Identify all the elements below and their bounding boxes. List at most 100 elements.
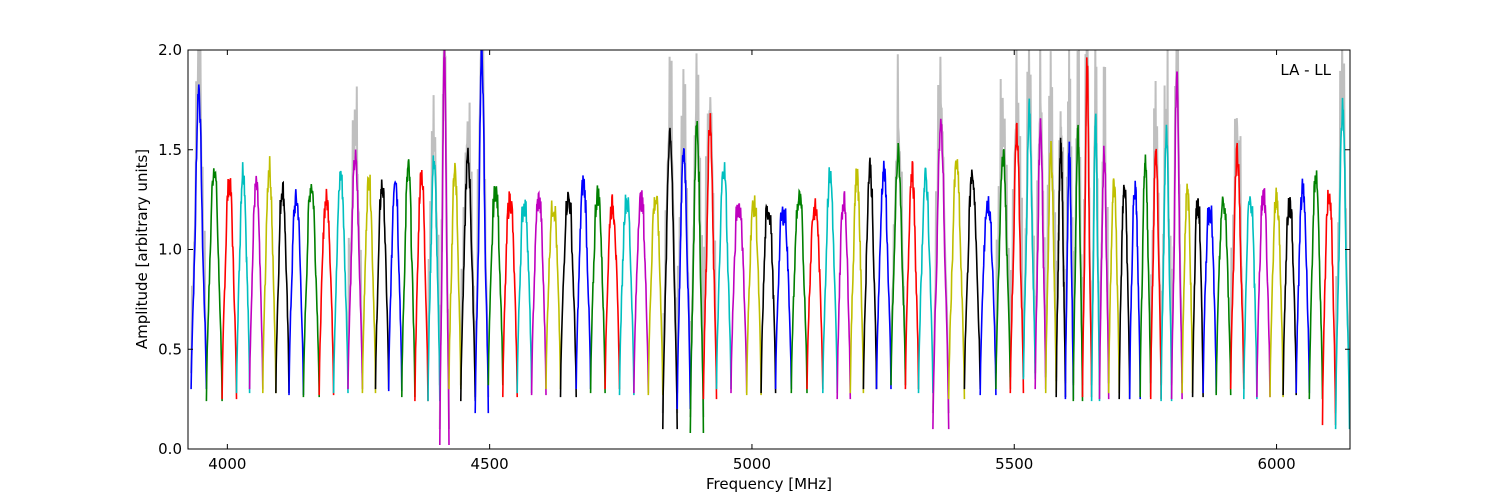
band-trace [1321, 189, 1337, 426]
uncorrected-trace [702, 97, 718, 384]
band-trace [221, 178, 238, 400]
band-trace [774, 206, 793, 390]
band-trace [932, 118, 950, 430]
band-trace [1215, 196, 1232, 396]
uncorrected-trace [459, 102, 477, 386]
legend-label: LA - LL [1280, 61, 1331, 79]
y-tick-label: 0.5 [158, 340, 182, 358]
band-trace [604, 194, 621, 390]
band-trace [427, 155, 441, 402]
band-trace [559, 191, 577, 398]
band-trace [387, 180, 403, 392]
band-trace [275, 180, 290, 394]
band-trace [633, 190, 650, 394]
band-trace [1128, 180, 1141, 400]
band-trace [1308, 170, 1324, 400]
y-axis-title: Amplitude [arbitrary units] [133, 149, 151, 349]
band-trace [1191, 198, 1204, 398]
band-trace [1269, 187, 1284, 398]
uncorrected-trace [994, 78, 1012, 374]
band-trace [890, 142, 907, 386]
band-trace [448, 162, 462, 390]
x-axis-title: Frequency [MHz] [706, 475, 832, 493]
uncorrected-trace [890, 54, 907, 370]
uncorrected-trace [661, 56, 679, 414]
band-trace [836, 191, 852, 400]
band-trace [730, 203, 748, 394]
x-tick-label: 6000 [1257, 455, 1295, 473]
band-traces [190, 50, 1350, 446]
band-trace [1295, 178, 1311, 394]
band-trace [1243, 196, 1258, 400]
y-tick-label: 0.0 [158, 440, 182, 458]
band-trace [439, 50, 450, 446]
band-trace [460, 147, 476, 402]
band-trace [1044, 140, 1057, 394]
band-trace [1170, 71, 1183, 400]
x-tick-label: 5500 [995, 455, 1033, 473]
band-trace [516, 199, 533, 394]
band-trace [288, 189, 305, 396]
band-trace [1098, 145, 1110, 400]
band-trace [1181, 183, 1194, 394]
band-trace [702, 113, 718, 400]
band-trace [806, 198, 824, 390]
x-tick-label: 4000 [208, 455, 246, 473]
band-trace [1009, 122, 1025, 394]
y-tick-label: 1.0 [158, 241, 182, 259]
band-trace [1202, 205, 1217, 394]
band-trace [676, 147, 692, 410]
band-trace [979, 196, 997, 396]
band-trace [589, 185, 606, 394]
band-trace [190, 84, 208, 390]
band-trace [790, 188, 808, 394]
band-trace [760, 203, 777, 394]
band-trace [1090, 113, 1101, 402]
y-tick-label: 2.0 [158, 41, 182, 59]
uncorrected-trace [347, 86, 364, 374]
uncorrected-trace [931, 56, 950, 414]
uncorrected-trace [689, 53, 705, 418]
band-trace [1282, 197, 1297, 396]
band-trace [647, 195, 664, 396]
band-trace [963, 169, 981, 390]
band-trace [745, 195, 762, 396]
band-trace [1034, 118, 1047, 390]
band-trace [875, 160, 892, 390]
uncorrected-trace [676, 69, 692, 394]
band-trace [715, 162, 732, 390]
band-trace [545, 200, 562, 390]
band-trace [1064, 141, 1075, 400]
band-trace [1072, 124, 1084, 402]
band-trace [1139, 154, 1152, 398]
band-trace [1022, 98, 1036, 380]
band-trace [849, 168, 865, 394]
band-trace [689, 120, 705, 434]
band-trace [502, 191, 518, 398]
band-trace [205, 168, 223, 402]
band-trace [332, 170, 349, 394]
x-tick-label: 5000 [733, 455, 771, 473]
band-trace [235, 162, 251, 394]
band-trace [401, 159, 416, 398]
band-trace [262, 156, 277, 394]
band-trace [995, 149, 1012, 390]
band-trace [1149, 148, 1162, 400]
band-trace [361, 174, 377, 394]
band-trace [904, 161, 920, 390]
band-trace [1334, 97, 1350, 430]
axis-ticks: 4000 4500 5000 5500 6000 0.0 0.5 1.0 1.5 2.0 [158, 41, 1350, 473]
band-trace [1107, 178, 1120, 394]
band-trace [947, 159, 966, 400]
band-trace [414, 169, 429, 402]
band-trace [347, 149, 364, 390]
uncorrected-trace [1334, 50, 1350, 414]
band-trace [1055, 137, 1067, 398]
band-trace [1160, 124, 1173, 402]
band-trace [662, 127, 678, 430]
uncorrected-trace [474, 50, 490, 398]
band-trace [1229, 142, 1245, 390]
band-trace [618, 194, 635, 396]
band-trace [374, 179, 390, 390]
